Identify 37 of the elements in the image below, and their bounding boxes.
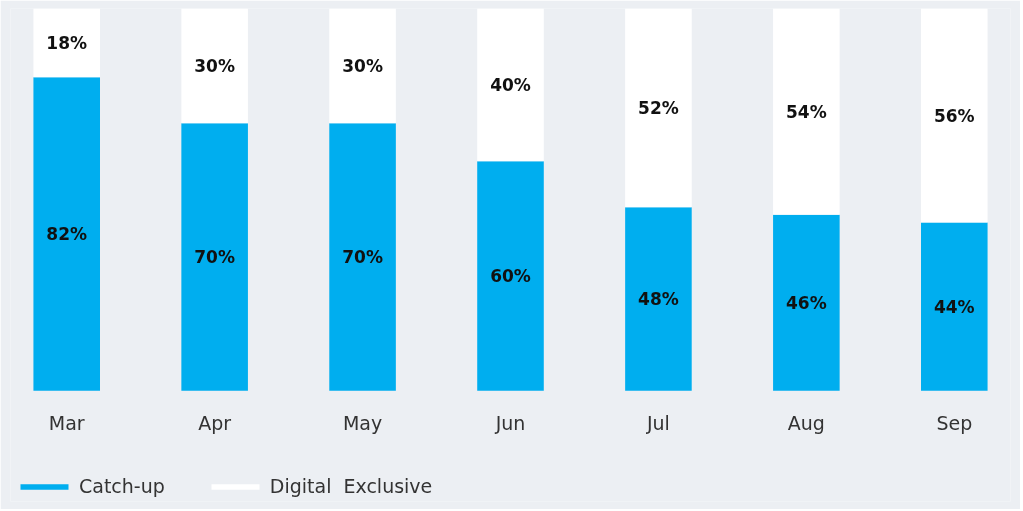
x-tick-label: Mar [48,412,85,435]
bar [477,161,544,391]
data-label: 82% [46,223,88,244]
bar [773,8,840,215]
x-tick-label: Sep [936,412,973,435]
bar [33,8,100,78]
data-label: 18% [46,32,88,53]
x-tick-label: Aug [787,412,825,435]
data-label: 56% [933,105,975,126]
x-tick-label: May [342,412,383,435]
data-label: 46% [786,292,827,313]
data-label: 30% [342,55,383,76]
data-label: 60% [490,266,531,287]
bar [181,8,248,124]
data-label: 40% [490,74,531,95]
data-label: 70% [342,246,383,267]
data-label: 54% [786,101,827,122]
data-label: 52% [638,97,679,118]
bar [773,214,840,391]
bar [921,8,988,223]
legend-label: Catch-up [79,475,165,497]
bar [477,8,544,162]
x-tick-label: Jun [494,412,526,435]
bar [625,8,692,208]
bar [625,207,692,391]
legend-label: Digital Exclusive [269,475,433,497]
bar [33,77,100,391]
data-label: 48% [638,288,679,309]
data-label: 30% [194,55,235,76]
bar [329,123,396,391]
data-label: 44% [933,296,975,317]
bar [181,123,248,391]
x-tick-label: Apr [198,412,232,435]
x-tick-label: Jul [645,412,670,435]
bar [921,222,988,391]
bar [329,8,396,124]
data-label: 70% [194,246,235,267]
